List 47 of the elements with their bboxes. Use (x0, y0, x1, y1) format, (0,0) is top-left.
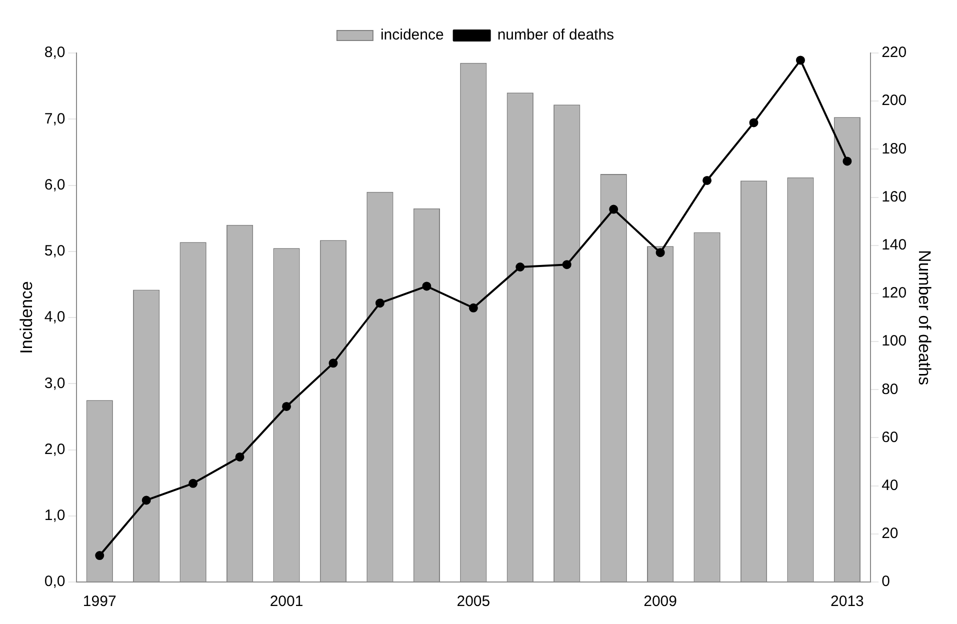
y-tick-label: 7,0 (44, 110, 66, 128)
y2-tick-label: 100 (882, 332, 907, 350)
y2-tick-label: 20 (882, 525, 898, 542)
point (375, 298, 384, 308)
y2-tick-label: 120 (882, 284, 907, 302)
point (142, 496, 151, 505)
point (422, 282, 432, 291)
y2-axis-title: Number of deaths (915, 250, 934, 386)
x-tick-label: 2001 (270, 593, 304, 610)
y2-tick-label: 200 (882, 92, 907, 110)
y-tick-label: 2,0 (44, 440, 66, 458)
y2-tick-label: 40 (882, 476, 898, 494)
point (749, 118, 758, 128)
point (235, 452, 244, 462)
y2-tick-label: 180 (882, 140, 907, 158)
y-tick-label: 4,0 (44, 308, 66, 326)
point (468, 303, 478, 312)
y-tick-label: 8,0 (44, 44, 66, 62)
point (562, 260, 572, 270)
y-axis-title: Incidence (16, 281, 36, 354)
y-tick-label: 3,0 (44, 374, 66, 392)
point (328, 358, 338, 368)
y2-tick-label: 220 (882, 44, 907, 62)
legend-label: incidence (380, 26, 444, 44)
point (702, 176, 712, 185)
point (842, 156, 852, 166)
y2-tick-label: 160 (882, 188, 907, 206)
legend-label: number of deaths (497, 26, 614, 44)
y-tick-label: 6,0 (44, 176, 66, 194)
x-tick-label: 2009 (644, 593, 677, 610)
point (609, 204, 618, 214)
y2-tick-label: 140 (882, 236, 907, 254)
point (656, 248, 665, 258)
point (516, 262, 525, 272)
y2-tick-label: 80 (882, 380, 898, 398)
point (95, 551, 104, 560)
x-tick-label: 2005 (456, 593, 490, 610)
point (282, 402, 292, 411)
y-tick-label: 0,0 (44, 573, 66, 590)
y2-tick-label: 60 (882, 428, 898, 446)
x-tick-label: 2013 (830, 593, 864, 610)
y-tick-label: 1,0 (44, 507, 66, 524)
x-tick-label: 1997 (82, 593, 116, 610)
y-tick-label: 5,0 (44, 242, 66, 260)
y2-tick-label: 0 (882, 573, 890, 590)
point (796, 56, 805, 65)
point (188, 478, 198, 488)
